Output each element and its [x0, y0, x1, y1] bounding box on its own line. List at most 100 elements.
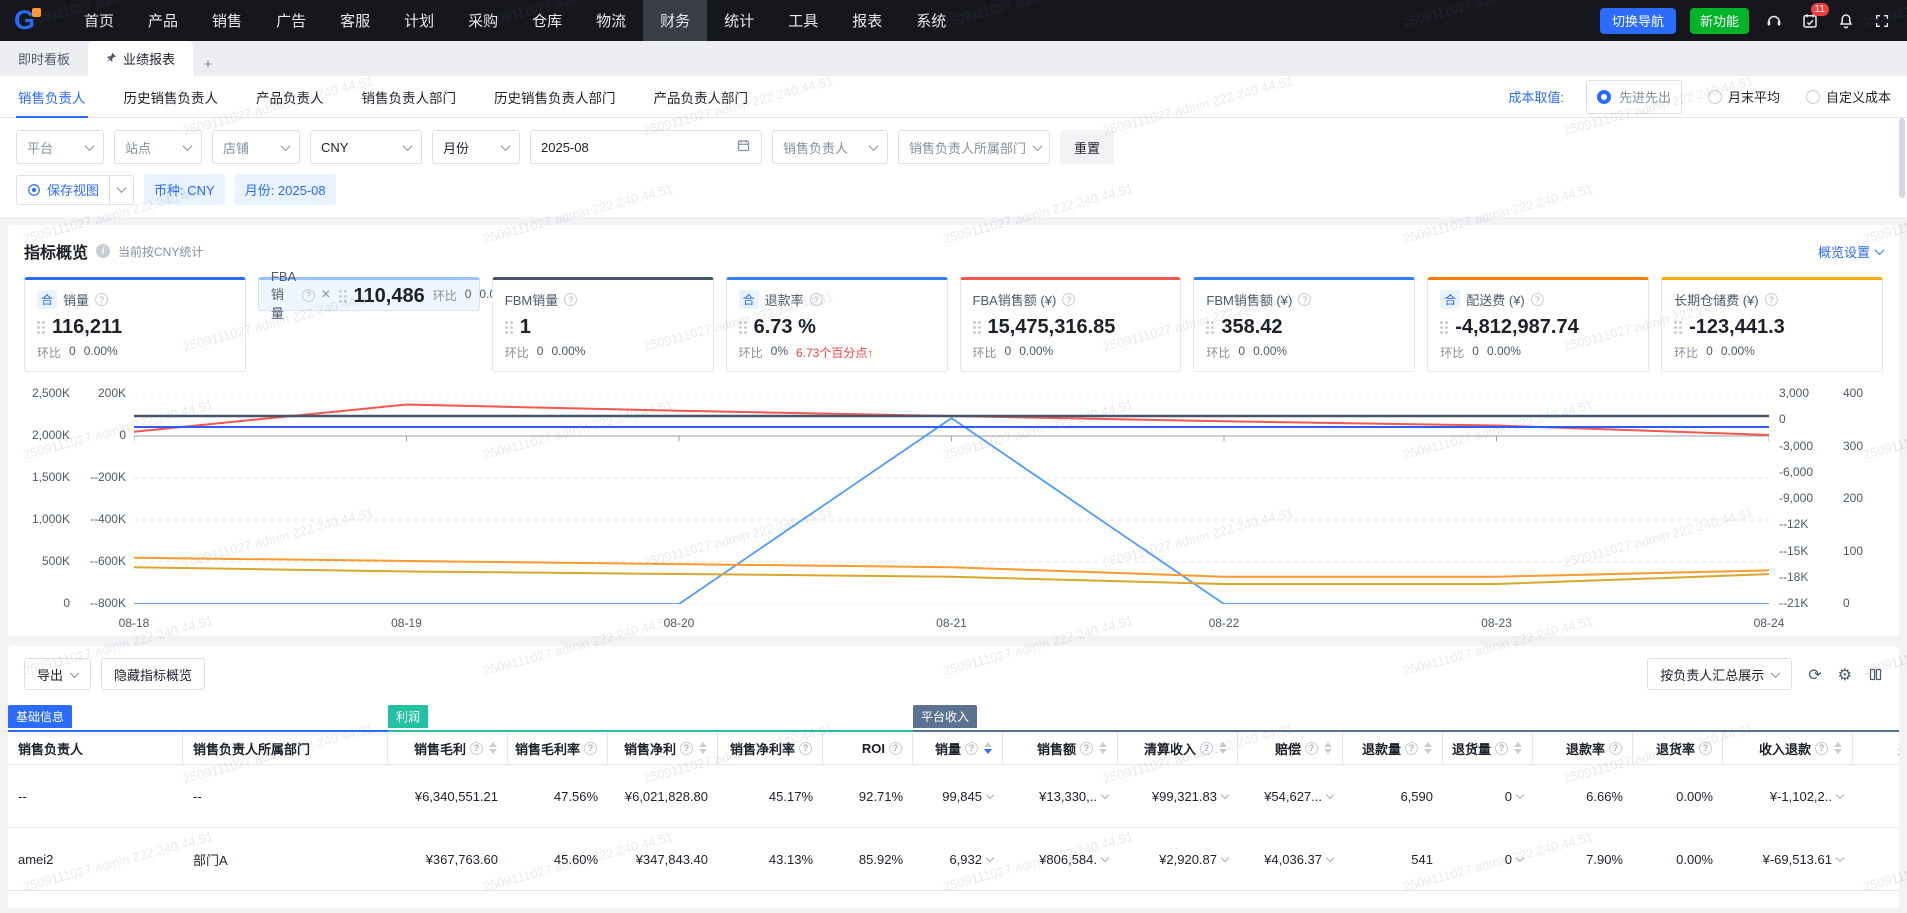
column-header[interactable]: 退款量?	[1343, 732, 1443, 764]
column-header[interactable]: 退款率?	[1533, 732, 1633, 764]
nav-item[interactable]: 采购	[468, 13, 499, 30]
sort-icon[interactable]	[984, 742, 992, 754]
nav-item[interactable]: 仓库	[532, 13, 563, 30]
workspace-tab[interactable]: 业绩报表	[88, 41, 194, 76]
expand-icon[interactable]	[1515, 790, 1525, 799]
subtab[interactable]: 历史销售负责人部门	[494, 90, 616, 106]
metric-card[interactable]: FBA销售额 (¥)? 15,475,316.85 环比 0 0.00%	[959, 277, 1182, 372]
metric-card[interactable]: FBA销量?×110,486环比00.00%	[257, 269, 513, 321]
refresh-icon[interactable]: ⟳	[1808, 664, 1822, 684]
column-header[interactable]: 销售净利率?	[718, 732, 823, 764]
metric-card[interactable]: 合销量? 116,211 环比 0 0.00%	[24, 277, 246, 372]
gear-icon[interactable]: ⚙	[1837, 664, 1852, 684]
nav-item[interactable]: 销售	[212, 13, 243, 30]
scrollbar-thumb[interactable]	[1899, 118, 1905, 198]
sort-icon[interactable]	[489, 742, 497, 754]
filter-select[interactable]: 店铺	[212, 130, 300, 164]
expand-icon[interactable]	[1220, 790, 1230, 799]
sort-icon[interactable]	[699, 742, 707, 754]
save-view-button[interactable]: 保存视图	[17, 176, 109, 204]
sort-icon[interactable]	[1834, 742, 1842, 754]
sort-icon[interactable]	[1099, 742, 1107, 754]
column-header[interactable]: 收入退款?	[1723, 732, 1853, 764]
column-header[interactable]: 清算收入?	[1118, 732, 1238, 764]
column-header[interactable]: 销售负责人	[8, 732, 183, 764]
subtab[interactable]: 产品负责人部门	[653, 90, 749, 106]
hide-overview-button[interactable]: 隐藏指标概览	[101, 658, 206, 690]
column-header[interactable]: 销售毛利率?	[508, 732, 608, 764]
sort-icon[interactable]	[1514, 742, 1522, 754]
subtab[interactable]: 销售负责人部门	[361, 90, 457, 106]
drag-handle-icon[interactable]	[37, 321, 45, 334]
table-row[interactable]: -- -- ¥6,340,551.21 47.56% ¥6,021,828.80 45.1…	[8, 765, 1899, 828]
workspace-tab[interactable]: 即时看板	[0, 41, 88, 76]
subtab[interactable]: 销售负责人	[16, 76, 88, 118]
subtab[interactable]: 历史销售负责人	[123, 90, 219, 106]
sort-icon[interactable]	[1219, 742, 1227, 754]
drag-handle-icon[interactable]	[338, 289, 347, 303]
column-header[interactable]: 销售毛利?	[388, 732, 508, 764]
nav-item[interactable]: 客服	[340, 13, 371, 30]
nav-item[interactable]: 统计	[724, 13, 755, 30]
drag-handle-icon[interactable]	[1440, 321, 1449, 334]
expand-icon[interactable]	[985, 790, 995, 799]
column-header[interactable]: ROI?	[823, 732, 913, 764]
tasks-icon[interactable]: 11	[1799, 2, 1829, 32]
overview-settings-link[interactable]: 概览设置	[1818, 242, 1885, 261]
filter-select[interactable]: CNY	[310, 130, 422, 164]
expand-icon[interactable]	[1835, 853, 1845, 862]
logo[interactable]: G	[14, 7, 42, 34]
export-button[interactable]: 导出	[24, 658, 92, 690]
month-picker[interactable]: 2025-08	[530, 130, 762, 164]
nav-item[interactable]: 财务	[643, 0, 708, 41]
column-header[interactable]: 费用退款?	[1853, 732, 1899, 764]
metric-card[interactable]: 长期仓储费 (¥)? -123,441.3 环比 0 0.00%	[1661, 277, 1883, 372]
expand-icon[interactable]	[1100, 853, 1110, 862]
nav-item[interactable]: 首页	[84, 13, 115, 30]
expand-icon[interactable]	[1100, 790, 1110, 799]
summary-mode-select[interactable]: 按负责人汇总展示	[1647, 658, 1793, 690]
drag-handle-icon[interactable]	[1206, 321, 1215, 334]
nav-item[interactable]: 广告	[276, 13, 307, 30]
bell-icon[interactable]	[1835, 10, 1857, 32]
metric-card[interactable]: FBM销量? 1 环比 0 0.00%	[491, 277, 714, 372]
expand-icon[interactable]	[985, 853, 995, 862]
expand-icon[interactable]	[1325, 790, 1335, 799]
nav-item[interactable]: 计划	[404, 13, 435, 30]
metric-card[interactable]: 合配送费 (¥)? -4,812,987.74 环比 0 0.00%	[1427, 277, 1650, 372]
nav-item[interactable]: 产品	[148, 13, 179, 30]
reset-button[interactable]: 重置	[1060, 130, 1115, 164]
column-header[interactable]: 销量?	[913, 732, 1003, 764]
add-tab-button[interactable]: +	[203, 55, 213, 73]
subtab[interactable]: 产品负责人	[256, 90, 324, 106]
column-settings-icon[interactable]	[1868, 667, 1883, 682]
sort-icon[interactable]	[1424, 742, 1432, 754]
save-view-dropdown[interactable]	[109, 175, 133, 204]
column-header[interactable]: 销售额?	[1003, 732, 1118, 764]
drag-handle-icon[interactable]	[972, 321, 981, 334]
table-row[interactable]: amei2 部门A ¥367,763.60 45.60% ¥347,843.40 43.1…	[8, 828, 1899, 891]
nav-item[interactable]: 物流	[596, 13, 627, 30]
filter-select[interactable]: 销售负责人	[772, 130, 888, 164]
expand-icon[interactable]	[1835, 790, 1845, 799]
column-header[interactable]: 赔偿?	[1238, 732, 1343, 764]
cost-method-radio[interactable]: 自定义成本	[1805, 80, 1891, 114]
filter-select[interactable]: 平台	[16, 130, 104, 164]
nav-item[interactable]: 工具	[788, 13, 819, 30]
metric-card[interactable]: 合退款率? 6.73 % 环比 0% 6.73个百分点↑	[725, 277, 948, 372]
fullscreen-icon[interactable]	[1871, 10, 1893, 32]
sort-icon[interactable]	[1324, 742, 1332, 754]
column-header[interactable]: 销售负责人所属部门	[183, 732, 388, 764]
close-icon[interactable]: ×	[321, 286, 331, 303]
cost-method-radio[interactable]: 月末平均	[1707, 80, 1780, 114]
drag-handle-icon[interactable]	[738, 321, 747, 334]
new-feature-button[interactable]: 新功能	[1689, 7, 1749, 34]
switch-nav-button[interactable]: 切换导航	[1599, 7, 1676, 34]
table-row[interactable]: csy2测试部门csy2¥156,624.6741.53%¥145,669.42…	[8, 891, 1899, 908]
cost-method-radio[interactable]: 先进先出	[1585, 79, 1682, 114]
drag-handle-icon[interactable]	[1674, 321, 1683, 334]
filter-select[interactable]: 月份	[432, 130, 520, 164]
expand-icon[interactable]	[1325, 853, 1335, 862]
column-header[interactable]: 退货量?	[1443, 732, 1533, 764]
nav-item[interactable]: 系统	[916, 13, 947, 30]
